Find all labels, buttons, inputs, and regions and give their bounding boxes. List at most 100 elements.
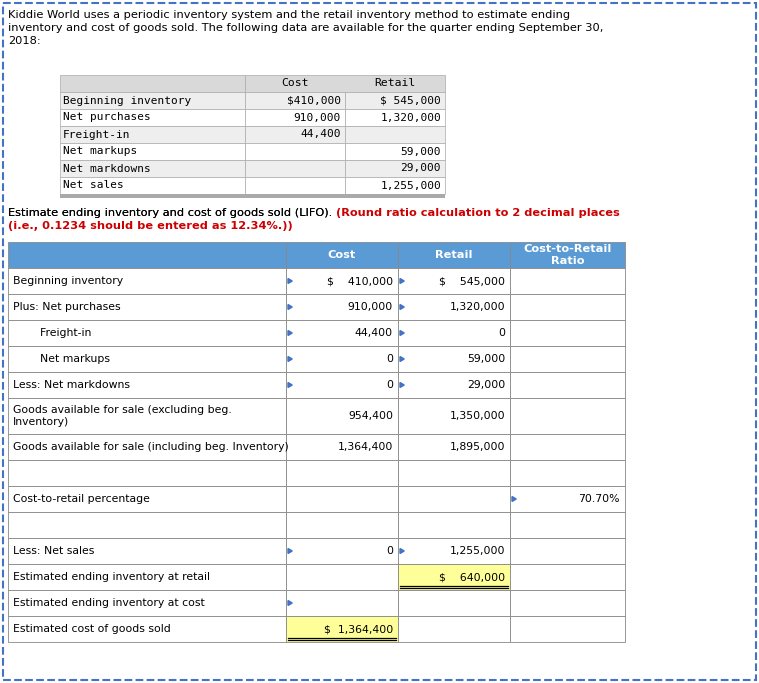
Bar (286, 616, 398, 642)
Bar (8, 590, 286, 616)
Bar (8, 346, 286, 372)
Bar (510, 538, 625, 564)
Text: Net purchases: Net purchases (63, 113, 151, 122)
Text: 70.70%: 70.70% (578, 494, 620, 504)
Text: Estimate ending inventory and cost of goods sold (LIFO).: Estimate ending inventory and cost of go… (8, 208, 336, 218)
Text: Estimate ending inventory and cost of goods sold (LIFO).: Estimate ending inventory and cost of go… (8, 208, 336, 218)
Bar (60, 126, 245, 143)
Polygon shape (288, 600, 292, 606)
Polygon shape (288, 548, 292, 553)
Text: 0: 0 (386, 354, 393, 364)
Text: 0: 0 (386, 380, 393, 390)
Text: Net markups: Net markups (26, 354, 110, 364)
Bar (60, 109, 245, 126)
Text: Goods available for sale (excluding beg.
Inventory): Goods available for sale (excluding beg.… (13, 405, 231, 427)
Text: Net markups: Net markups (63, 146, 137, 156)
Bar (286, 460, 398, 486)
Bar (398, 538, 510, 564)
Text: 1,255,000: 1,255,000 (449, 546, 505, 556)
Bar (345, 92, 445, 109)
Bar (510, 486, 625, 512)
Text: Cost-to-retail percentage: Cost-to-retail percentage (13, 494, 150, 504)
Bar (510, 616, 625, 642)
Text: Estimated cost of goods sold: Estimated cost of goods sold (13, 624, 171, 634)
Bar (245, 92, 345, 109)
Bar (398, 564, 510, 590)
Polygon shape (400, 279, 405, 283)
Text: 44,400: 44,400 (301, 130, 341, 139)
Bar (245, 143, 345, 160)
Bar (345, 160, 445, 177)
Bar (286, 372, 398, 398)
Bar (8, 538, 286, 564)
Bar (60, 75, 245, 92)
Bar (398, 294, 510, 320)
Text: $  1,364,400: $ 1,364,400 (324, 624, 393, 634)
Text: 2018:: 2018: (8, 36, 41, 46)
Bar (8, 616, 286, 642)
Text: inventory and cost of goods sold. The following data are available for the quart: inventory and cost of goods sold. The fo… (8, 23, 603, 33)
Bar (510, 512, 625, 538)
Bar (8, 372, 286, 398)
Bar (286, 346, 398, 372)
Bar (8, 460, 286, 486)
Bar (345, 109, 445, 126)
Bar (398, 616, 510, 642)
Bar (510, 590, 625, 616)
Polygon shape (400, 357, 405, 361)
Bar (345, 143, 445, 160)
Bar (8, 242, 286, 268)
Polygon shape (288, 331, 292, 335)
Polygon shape (400, 305, 405, 309)
Text: Kiddie World uses a periodic inventory system and the retail inventory method to: Kiddie World uses a periodic inventory s… (8, 10, 570, 20)
Text: 0: 0 (386, 546, 393, 556)
Text: (i.e., 0.1234 should be entered as 12.34%.)): (i.e., 0.1234 should be entered as 12.34… (8, 221, 293, 231)
Text: $410,000: $410,000 (287, 96, 341, 105)
Bar (286, 320, 398, 346)
Text: 29,000: 29,000 (467, 380, 505, 390)
Bar (8, 268, 286, 294)
Bar (286, 512, 398, 538)
Text: Freight-in: Freight-in (63, 130, 131, 139)
Bar (345, 177, 445, 194)
Text: Net sales: Net sales (63, 180, 124, 191)
Polygon shape (288, 305, 292, 309)
Bar (510, 372, 625, 398)
Text: Estimated ending inventory at retail: Estimated ending inventory at retail (13, 572, 210, 582)
Bar (398, 372, 510, 398)
Bar (245, 126, 345, 143)
Bar (398, 434, 510, 460)
Bar (510, 398, 625, 434)
Polygon shape (288, 357, 292, 361)
Bar (286, 434, 398, 460)
Bar (510, 434, 625, 460)
Text: Retail: Retail (374, 79, 416, 89)
Text: 1,320,000: 1,320,000 (380, 113, 441, 122)
Text: 59,000: 59,000 (467, 354, 505, 364)
Text: $    640,000: $ 640,000 (439, 572, 505, 582)
Bar (60, 92, 245, 109)
Bar (8, 294, 286, 320)
Bar (286, 486, 398, 512)
Bar (345, 126, 445, 143)
Bar (398, 242, 510, 268)
Text: 29,000: 29,000 (401, 163, 441, 173)
Bar (245, 75, 445, 92)
Bar (8, 320, 286, 346)
Bar (8, 486, 286, 512)
Text: Beginning inventory: Beginning inventory (63, 96, 191, 105)
Text: 44,400: 44,400 (355, 328, 393, 338)
Text: Freight-in: Freight-in (26, 328, 91, 338)
Bar (398, 512, 510, 538)
Text: $    410,000: $ 410,000 (327, 276, 393, 286)
Bar (510, 242, 625, 268)
Text: Goods available for sale (including beg. Inventory): Goods available for sale (including beg.… (13, 442, 288, 452)
Bar (398, 590, 510, 616)
Bar (60, 194, 445, 198)
Bar (510, 460, 625, 486)
Bar (286, 590, 398, 616)
Bar (510, 564, 625, 590)
Text: Estimated ending inventory at cost: Estimated ending inventory at cost (13, 598, 205, 608)
Text: $ 545,000: $ 545,000 (380, 96, 441, 105)
Bar (245, 109, 345, 126)
